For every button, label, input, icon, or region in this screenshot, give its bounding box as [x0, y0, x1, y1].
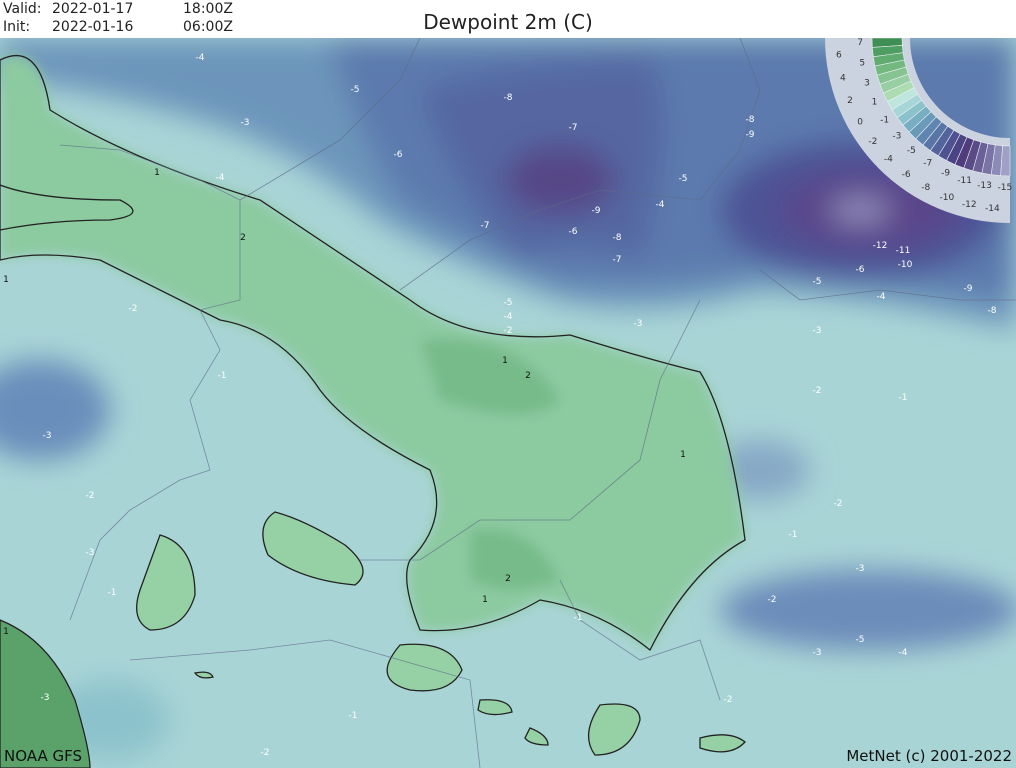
- contour-label: -3: [634, 319, 643, 329]
- contour-1c-areas: [0, 55, 746, 768]
- contour-label: -1: [349, 711, 358, 721]
- contour-label: 1: [502, 356, 508, 366]
- contour-label: -6: [394, 150, 403, 160]
- legend-label: 1: [872, 97, 878, 107]
- contour-label: -7: [481, 221, 490, 231]
- contour-label: -4: [196, 53, 205, 63]
- legend-label: 0: [857, 117, 863, 127]
- legend-label: 7: [857, 38, 863, 48]
- contour-label: 1: [3, 627, 9, 637]
- contour-label: -8: [613, 233, 622, 243]
- valid-date: 2022-01-17: [52, 1, 134, 17]
- legend-label: 5: [859, 59, 865, 69]
- legend-label: -7: [923, 158, 932, 168]
- contour-label: -2: [813, 386, 822, 396]
- contour-label: -6: [569, 227, 578, 237]
- legend-label: -14: [985, 204, 1000, 214]
- contour-label: -1: [574, 613, 583, 623]
- contour-label: -4: [877, 292, 886, 302]
- contour-label: -2: [504, 326, 513, 336]
- init-label: Init:: [3, 19, 31, 35]
- contour-label: -8: [746, 115, 755, 125]
- contour-label: -5: [679, 174, 688, 184]
- legend-label: -9: [941, 169, 950, 179]
- init-time: 06:00Z: [183, 19, 233, 35]
- contour-label: -1: [218, 371, 227, 381]
- valid-label: Valid:: [3, 1, 42, 17]
- init-date: 2022-01-16: [52, 19, 134, 35]
- contour-label: 1: [482, 595, 488, 605]
- legend-label: -12: [962, 200, 977, 210]
- contour-label: -2: [86, 491, 95, 501]
- contour-label: 1: [154, 168, 160, 178]
- contour-label: -2: [129, 304, 138, 314]
- contour-label: -4: [504, 312, 513, 322]
- contour-label: -1: [789, 530, 798, 540]
- legend-label: -3: [892, 132, 901, 142]
- contour-label: 1: [3, 275, 9, 285]
- contour-label: -3: [86, 548, 95, 558]
- model-label: NOAA GFS: [4, 747, 82, 765]
- contour-label: -5: [856, 635, 865, 645]
- legend-label: -6: [902, 170, 911, 180]
- contour-label: -7: [613, 255, 622, 265]
- map-title: Dewpoint 2m (C): [423, 10, 593, 34]
- credit-label: MetNet (c) 2001-2022: [846, 747, 1012, 765]
- contour-label: -4: [899, 648, 908, 658]
- legend-label: -10: [940, 193, 955, 203]
- contour-label: -2: [261, 748, 270, 758]
- legend-label: -13: [977, 181, 992, 191]
- legend-label: -15: [998, 183, 1013, 193]
- contour-labels: -4-3-5-8-7-6-9-6-8-7-5-4-7-8-9-12 -11-10-…: [3, 53, 997, 758]
- contour-label: -1: [108, 588, 117, 598]
- contour-label: -11: [896, 246, 911, 256]
- contour-label: -2: [724, 695, 733, 705]
- contour-label: -4: [216, 173, 225, 183]
- contour-label: -8: [988, 306, 997, 316]
- header: Valid: 2022-01-17 18:00Z Init: 2022-01-1…: [0, 0, 1016, 38]
- contour-label: 2: [505, 574, 511, 584]
- contour-label: -3: [241, 118, 250, 128]
- contour-label: -3: [41, 693, 50, 703]
- legend-label: -1: [880, 115, 889, 125]
- contour-label: -3: [856, 564, 865, 574]
- contour-label: -12: [873, 241, 888, 251]
- legend-label: -5: [907, 146, 916, 156]
- legend-label: 6: [836, 51, 842, 61]
- legend-label: -2: [868, 137, 877, 147]
- contour-label: -4: [656, 200, 665, 210]
- legend-label: -11: [957, 176, 972, 186]
- legend-label: -8: [921, 183, 930, 193]
- contour-label: -3: [813, 648, 822, 658]
- legend-label: -4: [884, 155, 893, 165]
- contour-label: -5: [813, 277, 822, 287]
- contour-label: -2: [768, 595, 777, 605]
- contour-label: -8: [504, 93, 513, 103]
- contour-label: -2: [834, 499, 843, 509]
- contour-label: 2: [525, 371, 531, 381]
- contour-label: -9: [746, 130, 755, 140]
- dewpoint-map[interactable]: -4-3-5-8-7-6-9-6-8-7-5-4-7-8-9-12 -11-10-…: [0, 38, 1016, 768]
- contour-label: -9: [964, 284, 973, 294]
- contour-label: -9: [592, 206, 601, 216]
- contour-label: -3: [43, 431, 52, 441]
- borders: [59, 38, 1016, 768]
- legend-label: 4: [840, 74, 846, 84]
- contour-label: 1: [680, 450, 686, 460]
- legend-label: 3: [864, 78, 870, 88]
- contour-label: -7: [569, 123, 578, 133]
- contour-label: -1: [899, 393, 908, 403]
- contour-label: -6: [856, 265, 865, 275]
- legend-wheel: 7 6 5 4 3 2 10 -1 -2 -3 -4 -5 -6 -7 -8 -9 -10-11 -12-13 -1…: [825, 38, 1012, 223]
- legend-label: 2: [847, 96, 853, 106]
- valid-time: 18:00Z: [183, 1, 233, 17]
- contour-label: 2: [240, 233, 246, 243]
- legend-swatch: [1000, 145, 1011, 177]
- contour-label: -10: [898, 260, 913, 270]
- contour-label: -3: [813, 326, 822, 336]
- contour-label: -5: [504, 298, 513, 308]
- contour-label: -5: [351, 85, 360, 95]
